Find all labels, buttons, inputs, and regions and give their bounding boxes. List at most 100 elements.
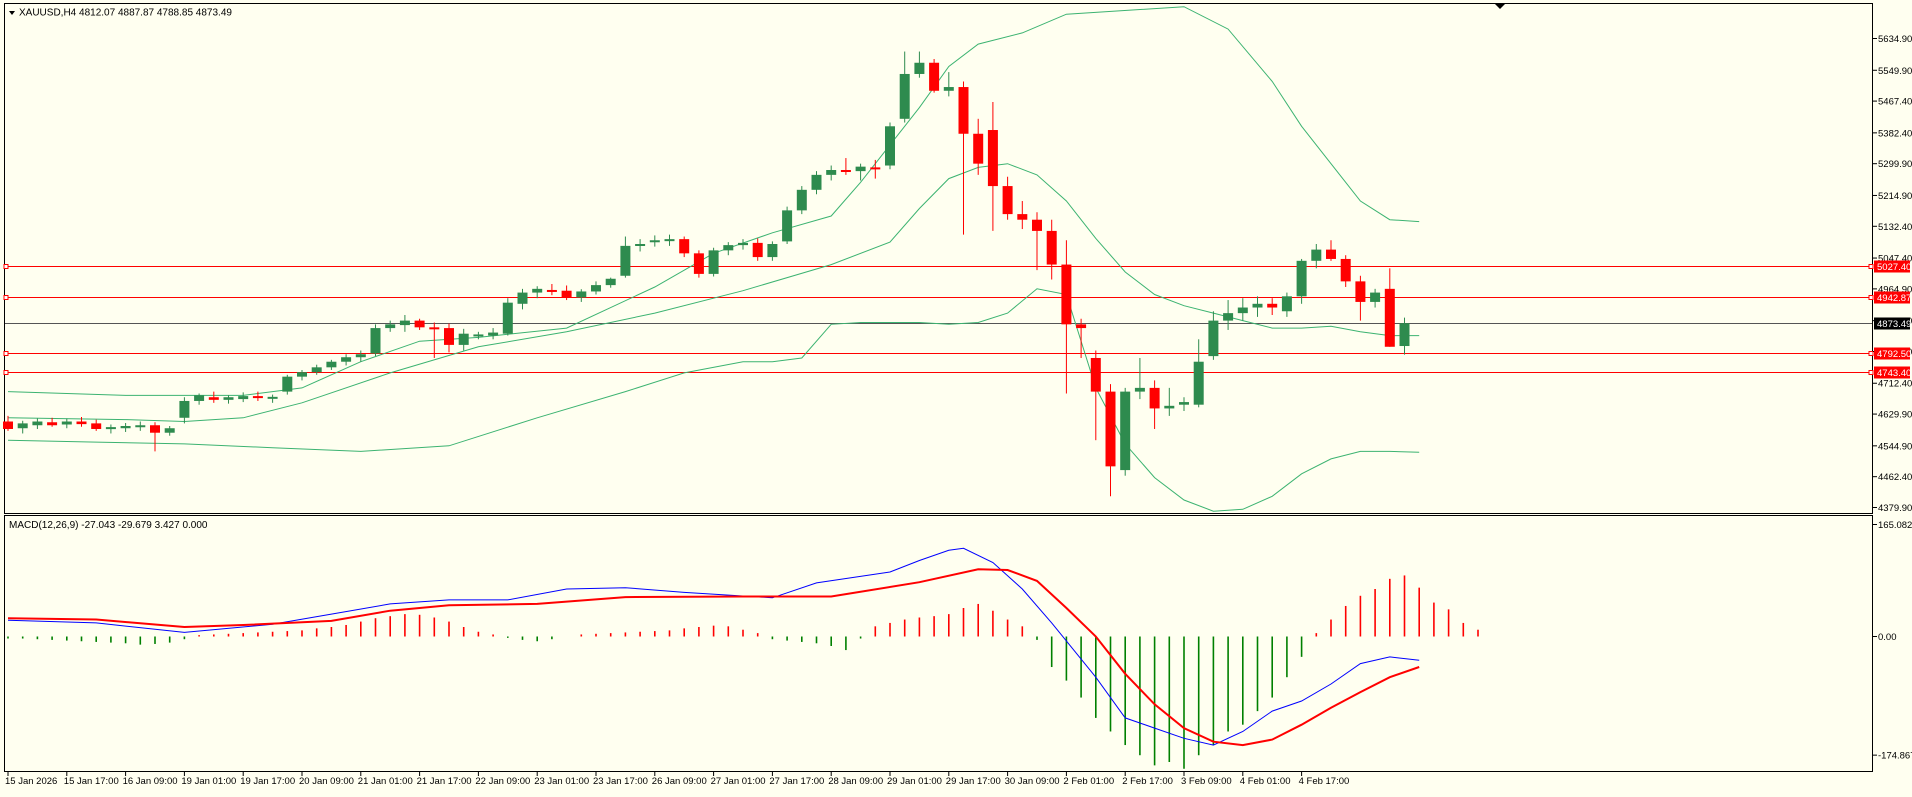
candle-body [1326, 249, 1336, 259]
shift-marker-icon[interactable] [1495, 4, 1505, 9]
chart-menu-triangle-icon[interactable] [9, 11, 15, 15]
candle-body [767, 244, 778, 258]
candle [297, 369, 307, 381]
candle [1370, 288, 1381, 308]
price-tick-label: 4544.90 [1878, 441, 1912, 452]
candle [973, 118, 984, 175]
time-tick-label: 15 Jan 17:00 [64, 776, 119, 787]
candle [1252, 296, 1263, 317]
price-tick-label: 5634.90 [1878, 34, 1912, 45]
candle [1120, 387, 1131, 476]
candle-body [914, 62, 925, 74]
level-price-badge [1874, 347, 1910, 360]
candle [1267, 298, 1278, 316]
candle [943, 72, 954, 97]
time-tick-label: 29 Jan 01:00 [887, 776, 942, 787]
candle-body [1032, 219, 1042, 231]
candle [1090, 350, 1101, 441]
time-tick-label: 15 Jan 2026 [5, 776, 57, 787]
candle [326, 359, 337, 370]
candle [473, 331, 484, 340]
candle [723, 242, 734, 256]
candle-body [355, 354, 366, 358]
level-price-badge [1874, 260, 1910, 273]
candle-body [326, 361, 337, 368]
candle [1032, 212, 1042, 271]
price-tick-label: 5467.40 [1878, 97, 1912, 108]
candle [987, 101, 998, 231]
candle-body [1311, 249, 1322, 261]
price-badge-label: 4792.50 [1877, 349, 1911, 360]
candle-body [135, 425, 146, 428]
price-tick-label: 4379.90 [1878, 503, 1912, 514]
candle-body [561, 290, 572, 298]
candle-body [238, 396, 249, 400]
candle-body [546, 289, 557, 292]
price-tick-label: 5132.40 [1878, 222, 1912, 233]
level-handle-right[interactable] [1868, 351, 1874, 356]
candle-body [870, 167, 881, 170]
level-handle-left[interactable] [3, 351, 9, 356]
candle [370, 324, 381, 357]
time-tick-label: 19 Jan 01:00 [181, 776, 236, 787]
candle-body [605, 278, 616, 286]
candle-body [429, 327, 440, 330]
candle [914, 51, 925, 78]
candle-body [208, 397, 219, 400]
candle [311, 364, 322, 375]
candle [929, 59, 940, 93]
candle [1326, 240, 1336, 261]
candle-body [1193, 361, 1204, 405]
candle-body [855, 166, 866, 172]
candle-body [473, 334, 484, 337]
level-handle-left[interactable] [3, 370, 9, 375]
level-handle-right[interactable] [1868, 295, 1874, 300]
candle-body [1061, 264, 1072, 325]
candle [546, 283, 557, 296]
candle [1193, 339, 1204, 408]
candle [150, 422, 160, 452]
candle-body [370, 328, 381, 354]
candle-body [899, 73, 910, 119]
time-tick-label: 27 Jan 17:00 [769, 776, 824, 787]
price-badge-label: 5027.40 [1877, 262, 1911, 273]
macd-tick-label: 165.082 [1878, 520, 1912, 531]
candle [752, 238, 763, 261]
candle-body [91, 423, 102, 429]
candle [3, 415, 13, 431]
price-tick-label: 4462.40 [1878, 472, 1912, 483]
candle-body [738, 242, 748, 246]
candle-body [150, 425, 160, 433]
candle-body [341, 357, 352, 362]
candle [1017, 201, 1028, 230]
candle [414, 318, 425, 330]
bollinger-lower [7, 288, 1420, 512]
candle [1208, 311, 1219, 360]
candle-body [532, 288, 543, 293]
candle-body [1384, 288, 1395, 347]
candle-body [1090, 357, 1101, 392]
candle [502, 298, 513, 336]
symbol-info: XAUUSD,H4 4812.07 4887.87 4788.85 4873.4… [19, 8, 232, 19]
level-handle-right[interactable] [1868, 370, 1874, 375]
candle [1399, 317, 1410, 355]
level-handle-left[interactable] [3, 264, 9, 269]
candle-body [591, 285, 601, 292]
candle [105, 424, 116, 434]
candle-body [635, 244, 646, 247]
candle [679, 236, 690, 258]
candle [267, 394, 278, 403]
candle [796, 186, 807, 215]
level-handle-left[interactable] [3, 295, 9, 300]
candle [1281, 292, 1292, 317]
candle [17, 420, 28, 434]
candle-body [1149, 387, 1160, 409]
candle-body [1002, 186, 1013, 215]
candle [767, 241, 778, 261]
candle [620, 236, 631, 278]
level-handle-right[interactable] [1868, 264, 1874, 269]
time-tick-label: 20 Jan 09:00 [299, 776, 354, 787]
